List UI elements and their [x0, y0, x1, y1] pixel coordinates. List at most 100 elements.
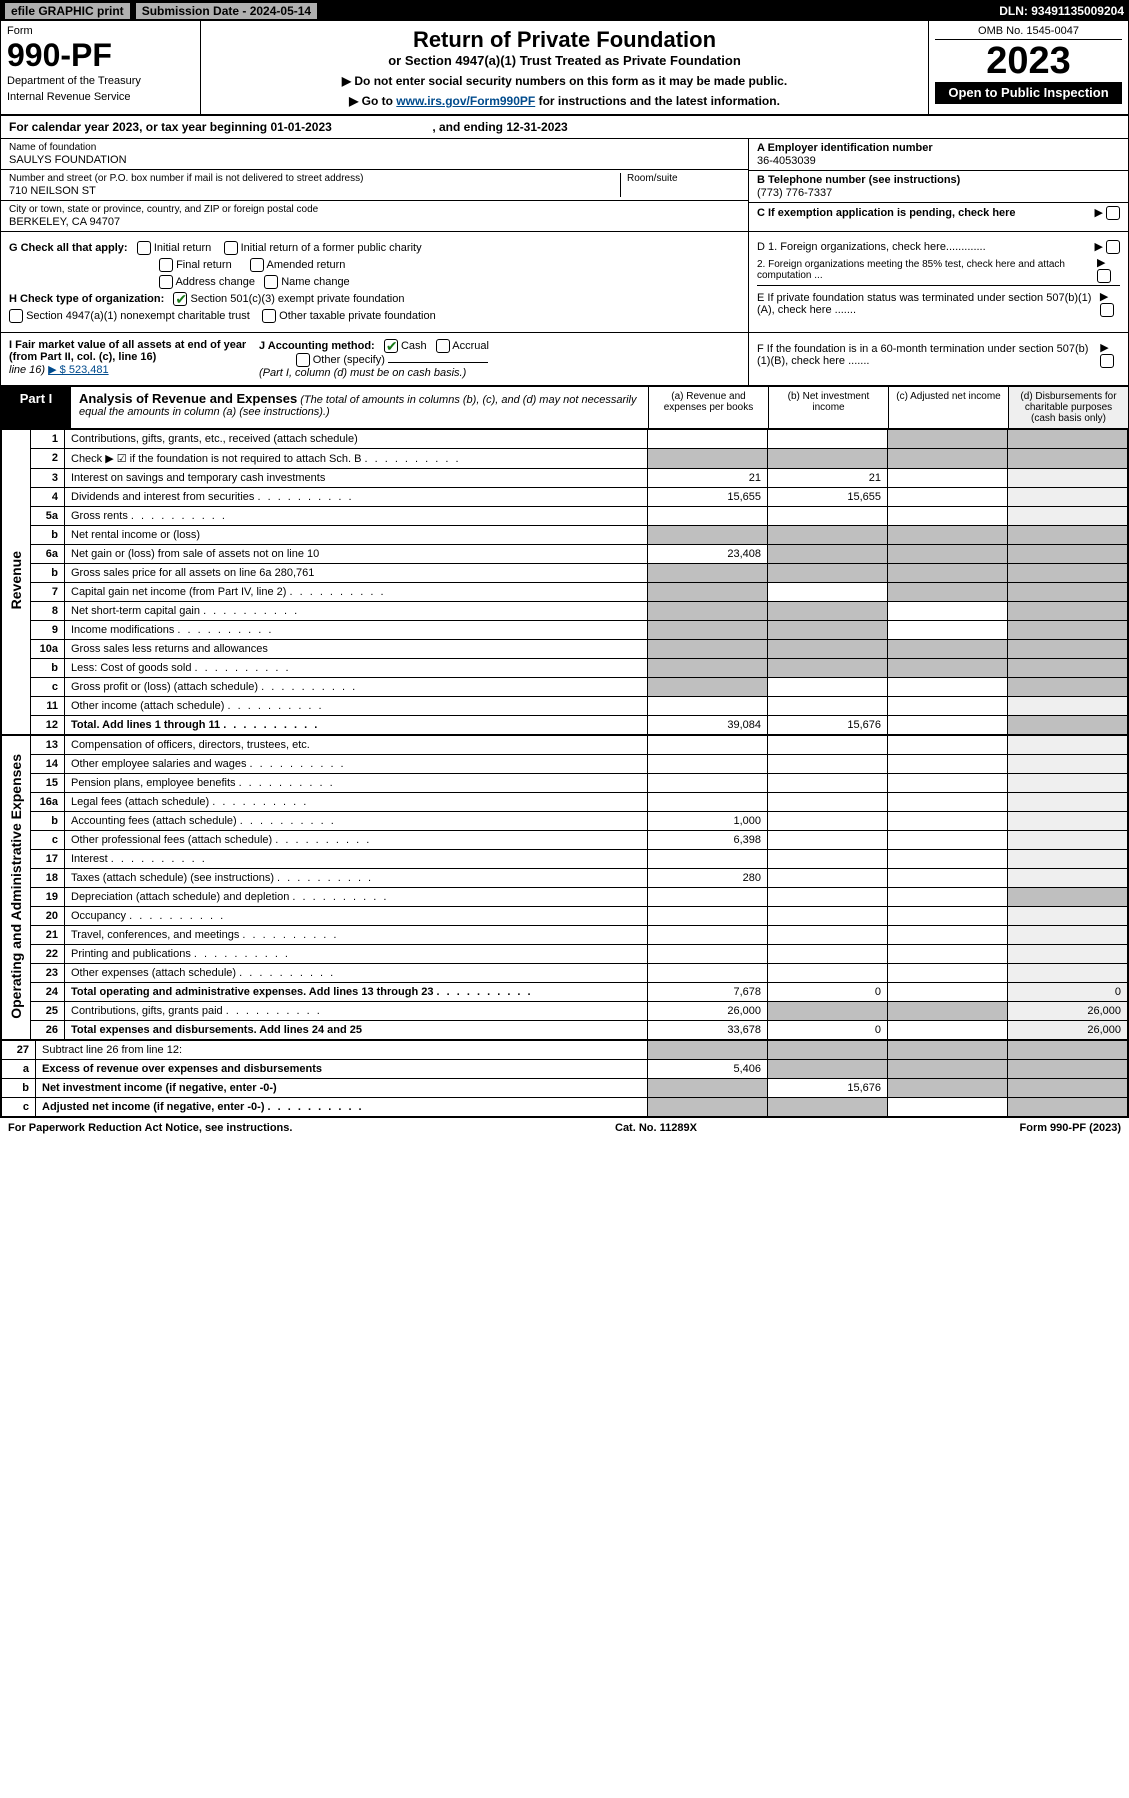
amount-cell — [768, 907, 888, 926]
line-desc: Excess of revenue over expenses and disb… — [36, 1060, 648, 1079]
checkbox-d1[interactable] — [1106, 240, 1120, 254]
line-number: 3 — [31, 469, 65, 488]
checkbox-other-tax[interactable] — [262, 309, 276, 323]
amount-cell — [888, 945, 1008, 964]
amount-cell — [888, 793, 1008, 812]
table-row: cGross profit or (loss) (attach schedule… — [2, 678, 1128, 697]
checkbox-accrual[interactable] — [436, 339, 450, 353]
amount-cell — [768, 755, 888, 774]
line-number: 6a — [31, 545, 65, 564]
amount-cell — [768, 449, 888, 469]
j-label: J Accounting method: — [259, 340, 375, 352]
amount-cell — [888, 774, 1008, 793]
line-desc: Gross sales price for all assets on line… — [65, 564, 648, 583]
checkbox-501c3[interactable] — [173, 292, 187, 306]
amount-cell — [888, 964, 1008, 983]
checkbox-e[interactable] — [1100, 303, 1114, 317]
amount-cell — [1008, 888, 1128, 907]
table-row: 8Net short-term capital gain — [2, 602, 1128, 621]
col-c: (c) Adjusted net income — [888, 387, 1008, 428]
line-number: 10a — [31, 640, 65, 659]
amount-cell — [1008, 850, 1128, 869]
line-number: 5a — [31, 507, 65, 526]
amount-cell: 7,678 — [648, 983, 768, 1002]
line-desc: Net gain or (loss) from sale of assets n… — [65, 545, 648, 564]
line-number: 13 — [31, 736, 65, 755]
amount-cell: 0 — [768, 1021, 888, 1040]
amount-cell — [888, 983, 1008, 1002]
amount-cell — [768, 774, 888, 793]
amount-cell — [888, 488, 1008, 507]
amount-cell — [648, 774, 768, 793]
amount-cell — [888, 736, 1008, 755]
line-desc: Net rental income or (loss) — [65, 526, 648, 545]
amount-cell: 15,676 — [768, 1079, 888, 1098]
col-b: (b) Net investment income — [768, 387, 888, 428]
checkbox-c[interactable] — [1106, 206, 1120, 220]
line-desc: Legal fees (attach schedule) — [65, 793, 648, 812]
amount-cell — [888, 888, 1008, 907]
amount-cell: 21 — [768, 469, 888, 488]
amount-cell — [768, 964, 888, 983]
checkbox-initial-former[interactable] — [224, 241, 238, 255]
amount-cell — [768, 926, 888, 945]
table-row: cOther professional fees (attach schedul… — [2, 831, 1128, 850]
paperwork-notice: For Paperwork Reduction Act Notice, see … — [8, 1122, 292, 1134]
amount-cell — [768, 583, 888, 602]
checkbox-f[interactable] — [1100, 354, 1114, 368]
h-label: H Check type of organization: — [9, 293, 164, 305]
amount-cell — [1008, 678, 1128, 697]
checkbox-4947[interactable] — [9, 309, 23, 323]
amount-cell — [1008, 1041, 1128, 1060]
amount-cell — [768, 659, 888, 678]
checkbox-amended[interactable] — [250, 258, 264, 272]
line-desc: Total expenses and disbursements. Add li… — [65, 1021, 648, 1040]
amount-cell — [1008, 793, 1128, 812]
checkbox-name[interactable] — [264, 275, 278, 289]
exemption-pending: C If exemption application is pending, c… — [757, 207, 1016, 219]
table-row: 6aNet gain or (loss) from sale of assets… — [2, 545, 1128, 564]
amount-cell — [768, 850, 888, 869]
col-d: (d) Disbursements for charitable purpose… — [1008, 387, 1128, 428]
amount-cell — [1008, 812, 1128, 831]
form-title: Return of Private Foundation — [209, 27, 920, 53]
efile-badge[interactable]: efile GRAPHIC print — [5, 3, 130, 19]
checkbox-cash[interactable] — [384, 339, 398, 353]
instructions-link[interactable]: www.irs.gov/Form990PF — [396, 94, 535, 108]
checkbox-final[interactable] — [159, 258, 173, 272]
line-number: 15 — [31, 774, 65, 793]
j-note: (Part I, column (d) must be on cash basi… — [259, 367, 466, 379]
table-row: Operating and Administrative Expenses13C… — [2, 736, 1128, 755]
checkbox-address[interactable] — [159, 275, 173, 289]
table-row: 14Other employee salaries and wages — [2, 755, 1128, 774]
checkbox-other-acct[interactable] — [296, 353, 310, 367]
checkbox-initial[interactable] — [137, 241, 151, 255]
amount-cell — [888, 526, 1008, 545]
amount-cell — [1008, 583, 1128, 602]
line-desc: Check ▶ ☑ if the foundation is not requi… — [65, 449, 648, 469]
amount-cell — [888, 564, 1008, 583]
checkbox-d2[interactable] — [1097, 269, 1111, 283]
top-bar: efile GRAPHIC print Submission Date - 20… — [1, 1, 1128, 21]
amount-cell — [648, 945, 768, 964]
line-number: 16a — [31, 793, 65, 812]
amount-cell — [648, 964, 768, 983]
line-number: 22 — [31, 945, 65, 964]
amount-cell — [768, 545, 888, 564]
amount-cell — [648, 526, 768, 545]
amount-cell — [648, 1098, 768, 1117]
ein: 36-4053039 — [757, 155, 1120, 167]
fmv-link[interactable]: ▶ $ 523,481 — [48, 364, 108, 376]
amount-cell: 280 — [648, 869, 768, 888]
part1-label: Part I — [1, 387, 71, 428]
amount-cell — [768, 526, 888, 545]
line-desc: Interest — [65, 850, 648, 869]
amount-cell — [1008, 1079, 1128, 1098]
amount-cell — [1008, 736, 1128, 755]
line-number: 9 — [31, 621, 65, 640]
amount-cell — [888, 602, 1008, 621]
line-desc: Total operating and administrative expen… — [65, 983, 648, 1002]
line-number: 18 — [31, 869, 65, 888]
city-label: City or town, state or province, country… — [9, 204, 740, 215]
amount-cell — [768, 640, 888, 659]
